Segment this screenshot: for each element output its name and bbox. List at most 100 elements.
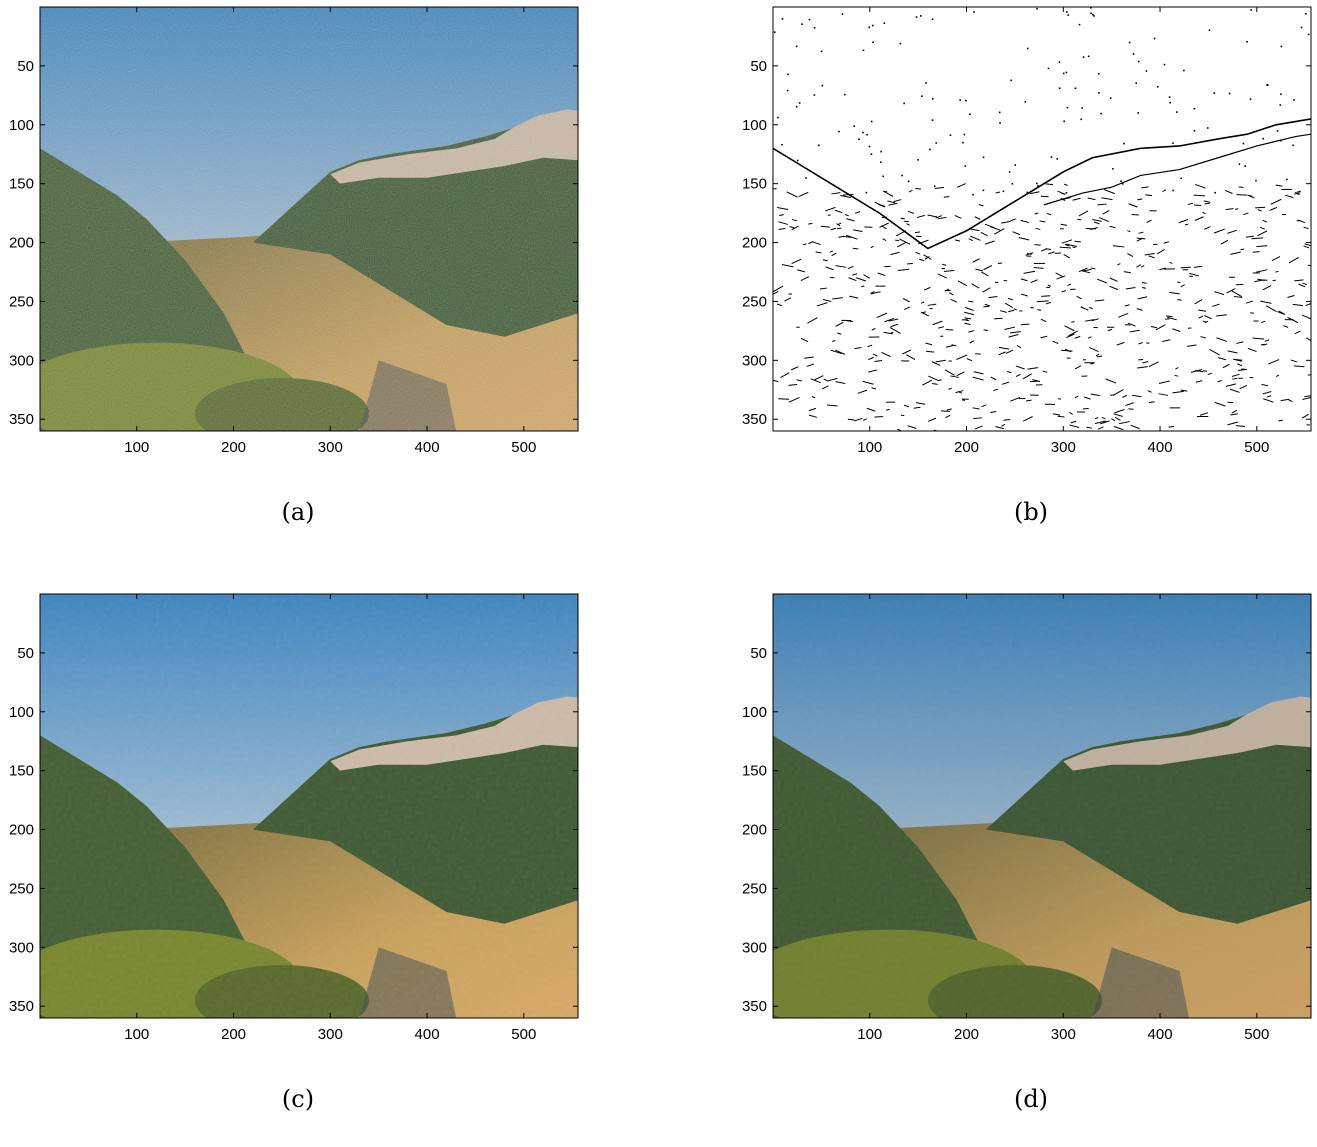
edge-speck [809,19,811,21]
edge-speck [964,134,966,136]
edge-speck [1176,111,1178,113]
edge-speck [1138,61,1140,63]
edge-segment [1021,324,1029,325]
y-tick-label: 250 [9,293,34,310]
panel-b-caption: (b) [971,498,1091,526]
x-tick-label: 100 [124,439,149,456]
edge-speck [921,95,923,97]
edge-segment [837,228,841,229]
edge-segment [916,236,922,237]
y-tick-label: 350 [742,411,767,428]
x-tick-label: 200 [954,1026,979,1043]
edge-segment [1308,265,1317,266]
x-tick-label: 500 [1244,1026,1269,1043]
x-tick-label: 200 [954,439,979,456]
edge-speck [1090,13,1092,15]
edge-speck [983,157,985,159]
y-tick-label: 100 [9,117,34,134]
edge-speck [866,192,868,194]
edge-speck [973,11,975,13]
edge-speck [1098,92,1100,94]
y-tick-label: 150 [9,176,34,193]
edge-segment [983,306,989,307]
edge-speck [1092,14,1094,16]
edge-speck [1277,130,1279,132]
edge-speck [1246,41,1248,43]
edge-speck [774,31,776,33]
x-tick-label: 300 [1051,1026,1076,1043]
edge-speck [863,49,865,51]
edge-speck [862,132,864,134]
edge-segment [907,263,913,264]
edge-segment [1239,187,1244,188]
edge-speck [1292,145,1294,147]
edge-speck [1255,180,1257,182]
edge-speck [983,190,985,192]
x-tick-label: 100 [124,1026,149,1043]
edge-speck [932,98,934,100]
y-tick-label: 100 [742,117,767,134]
edge-speck [866,134,868,136]
edge-segment [1253,252,1260,253]
edge-speck [1009,171,1011,173]
x-tick-label: 500 [511,1026,536,1043]
edge-speck [777,117,779,119]
noise-texture [40,7,578,431]
edge-segment [832,341,835,342]
edge-speck [1066,192,1068,194]
edge-speck [1036,8,1038,10]
x-tick-label: 300 [318,1026,343,1043]
edge-segment [1241,369,1245,370]
edge-speck [1083,56,1085,58]
edge-speck [950,134,952,136]
edge-segment [1237,195,1248,196]
edge-segment [946,329,954,330]
edge-speck [1280,93,1282,95]
edge-speck [1059,61,1061,63]
edge-speck [782,18,784,20]
edge-speck [858,138,860,140]
y-tick-label: 200 [742,822,767,839]
edge-speck [972,194,974,196]
edge-segment [848,419,854,420]
edge-speck [1129,42,1131,44]
edge-segment [973,418,982,419]
edge-speck [1010,80,1012,82]
edge-speck [838,131,840,133]
edge-speck [1075,87,1077,89]
edge-speck [842,13,844,15]
edge-segment [1083,408,1089,409]
edge-speck [799,102,801,104]
edge-speck [1079,24,1081,26]
edge-speck [796,46,798,48]
edge-speck [844,94,846,96]
edge-speck [853,125,855,127]
edge-speck [1180,178,1182,180]
edge-speck [1063,121,1065,123]
edge-speck [1194,108,1196,110]
edge-speck [929,149,931,151]
y-tick-label: 100 [742,704,767,721]
edge-segment [1177,282,1180,283]
y-tick-label: 250 [9,880,34,897]
edge-speck [920,15,922,17]
edge-segment [962,400,965,401]
edge-speck [1164,64,1166,66]
noise-texture [40,594,578,1018]
edge-segment [944,196,950,197]
x-tick-label: 300 [318,439,343,456]
edge-speck [818,145,820,147]
edge-segment [994,318,1002,319]
edge-segment [966,320,970,321]
edge-speck [1027,192,1029,194]
edge-speck [1133,53,1135,55]
edge-speck [868,27,870,29]
edge-speck [1281,46,1283,48]
edge-speck [965,100,967,102]
y-tick-label: 250 [742,880,767,897]
edge-speck [1066,72,1068,74]
edge-speck [1063,73,1065,75]
